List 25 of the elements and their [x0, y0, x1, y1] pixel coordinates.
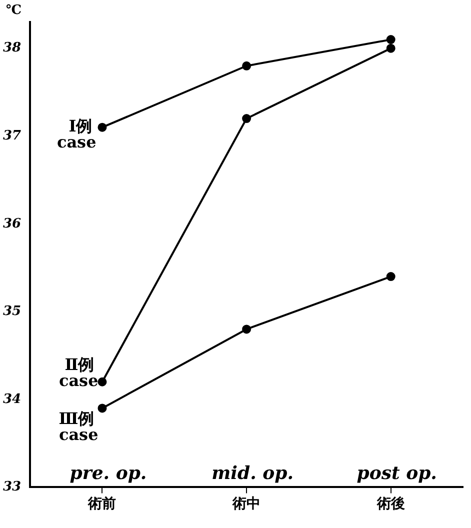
y-tick-label: 36	[2, 216, 22, 232]
annotation: post op.	[356, 462, 437, 484]
y-axis-title: ℃	[6, 2, 22, 18]
point	[98, 377, 107, 386]
x-tick-label: 術前	[87, 496, 116, 512]
y-tick-label: 38	[2, 40, 22, 56]
y-tick-label: 34	[2, 392, 22, 407]
annotation: pre. op.	[70, 462, 147, 484]
y-tick-label: 33	[2, 480, 22, 495]
y-tick-label: 35	[2, 304, 22, 320]
point	[98, 122, 107, 132]
series-label: Ⅲ例 case	[58, 409, 98, 444]
point	[98, 404, 107, 413]
series-label: Ⅱ例 case	[58, 354, 98, 390]
point	[386, 35, 396, 44]
point	[242, 61, 252, 70]
annotation: mid. op.	[212, 462, 294, 484]
point	[242, 114, 252, 124]
point	[242, 324, 252, 334]
series-label: Ⅰ例 case	[56, 116, 96, 152]
x-tick-label: 術中	[232, 496, 261, 512]
x-tick-label: 術後	[376, 496, 405, 512]
y-tick-label: 37	[2, 128, 22, 144]
point	[386, 44, 396, 53]
point	[386, 272, 396, 282]
